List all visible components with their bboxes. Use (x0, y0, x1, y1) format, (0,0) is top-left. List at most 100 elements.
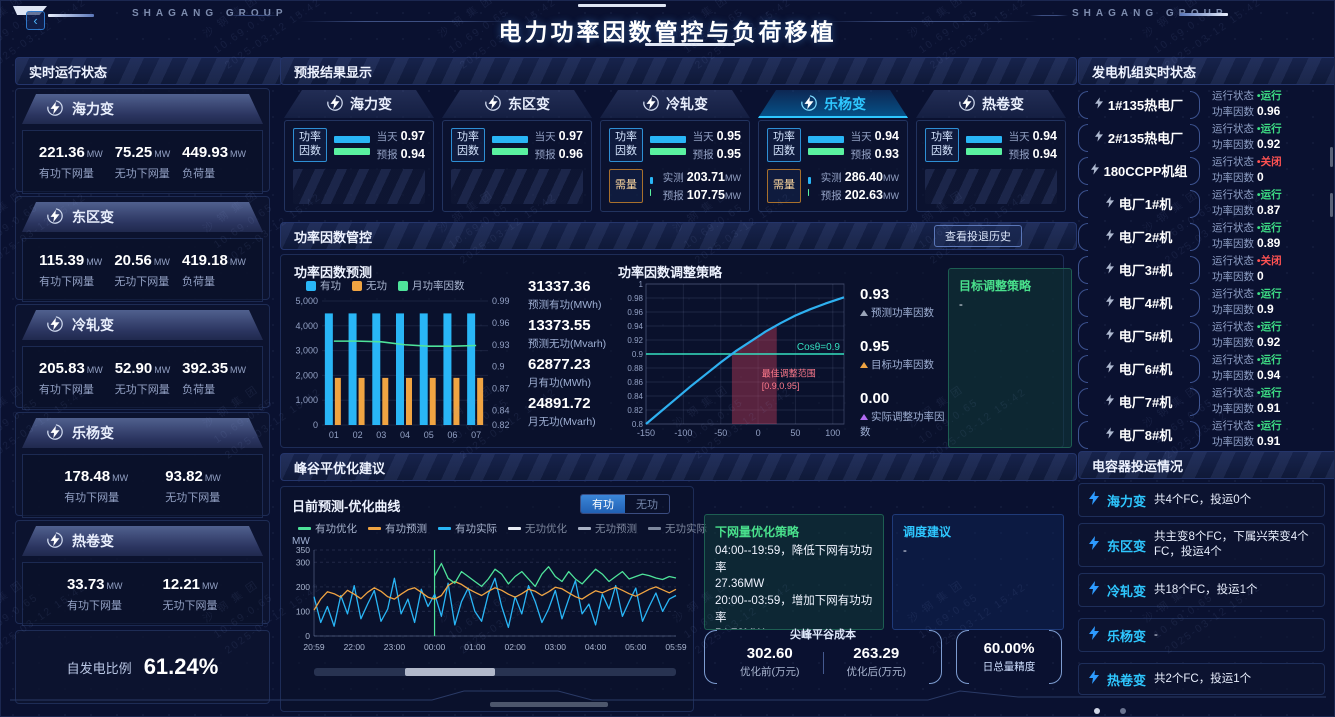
bracket-decoration (1049, 630, 1062, 684)
placeholder-hatch (451, 169, 583, 204)
station-card-header[interactable]: 海力变 (22, 94, 263, 124)
station-stats: 221.36 MW 有功下网量 75.25 MW 无功下网量 449.93 MW 负荷量 (22, 130, 263, 194)
transformer-station-icon (326, 94, 344, 115)
generator-row: 电厂5#机 运行状态 •运行 功率因数 0.92 (1078, 321, 1325, 350)
capacitor-info: 共主变8个FC，下属兴荣变4个FC，投运4个 (1154, 531, 1309, 558)
generator-status: 运行状态 •运行 (1212, 221, 1282, 234)
pf-row: 功率 因数 当天 0.94 预报 0.93 (767, 128, 899, 162)
pf-row: 功率 因数 当天 0.95 预报 0.95 (609, 128, 741, 162)
view-history-button[interactable]: 查看投退历史 (934, 225, 1022, 247)
legend-item[interactable]: 无功优化 (508, 521, 567, 536)
accuracy-value: 60.00% (983, 640, 1035, 657)
station-stat: 93.82 MW 无功下网量 (165, 467, 221, 504)
legend-item[interactable]: 月功率因数 (398, 278, 465, 293)
legend-dash (298, 527, 311, 530)
generator-pf: 功率因数 0 (1212, 170, 1264, 185)
title-top-bar (578, 4, 666, 7)
svg-text:04: 04 (400, 430, 410, 440)
header-line-decoration (822, 21, 1037, 22)
station-card-header[interactable]: 热卷变 (22, 526, 263, 556)
toggle-active-power[interactable]: 有功 (581, 495, 625, 513)
pf-today: 当天 0.97 (376, 128, 425, 143)
accuracy-label: 日总量精度 (982, 661, 1036, 673)
capacitor-card: 东区变 共主变8个FC，下属兴荣变4个FC，投运4个 (1078, 523, 1325, 567)
back-button[interactable]: ‹ (26, 11, 45, 30)
brand-left: SHAGANG GROUP (132, 8, 288, 19)
legend-dash (578, 527, 591, 530)
legend-item[interactable]: 无功预测 (578, 521, 637, 536)
legend-dash (508, 527, 521, 530)
active-reactive-toggle: 有功 无功 (580, 494, 670, 514)
forecast-card-body: 功率 因数 当天 0.94 预报 0.93 需量 实测 286.40MW 预报 202.63MW (758, 120, 908, 212)
forecast-tab-2[interactable]: 东区变 (442, 90, 592, 118)
forecast-tab-label: 东区变 (508, 96, 550, 112)
svg-text:01:00: 01:00 (464, 642, 486, 652)
panel-title-generators: 发电机组实时状态 (1078, 57, 1335, 85)
pf-stat: 13373.55 预测无功(Mvarh) (528, 317, 607, 350)
target-strategy-panel: 目标调整策略 - (948, 268, 1072, 448)
svg-text:07: 07 (471, 430, 481, 440)
station-stat: 419.18 MW 负荷量 (181, 251, 246, 288)
generator-status: 运行状态 •运行 (1212, 419, 1282, 432)
bolt-icon (1094, 97, 1103, 112)
today-bar (492, 135, 528, 143)
vertical-scrollbar-thumb[interactable] (1330, 193, 1333, 217)
demand-row: 需量 实测 286.40MW 预报 202.63MW (767, 169, 899, 203)
legend-item[interactable]: 有功实际 (438, 521, 497, 536)
pf-forecast: 预报 0.93 (850, 146, 899, 161)
svg-text:02: 02 (353, 430, 363, 440)
bracket-decoration (1190, 90, 1200, 119)
legend-item[interactable]: 无功 (352, 278, 387, 293)
svg-text:0.88: 0.88 (627, 364, 643, 373)
today-bar (808, 135, 844, 143)
svg-text:05:00: 05:00 (625, 642, 647, 652)
svg-text:-150: -150 (637, 428, 655, 438)
svg-text:01: 01 (329, 430, 339, 440)
station-card-header[interactable]: 东区变 (22, 202, 263, 232)
svg-text:100: 100 (296, 606, 310, 616)
datazoom-slider-track[interactable] (314, 668, 676, 676)
carousel-dot[interactable] (1120, 708, 1126, 714)
generator-status: 运行状态 •关闭 (1212, 155, 1282, 168)
horizontal-scrollbar-thumb[interactable] (490, 702, 608, 707)
legend-item[interactable]: 有功预测 (368, 521, 427, 536)
forecast-tab-1[interactable]: 海力变 (284, 90, 434, 118)
legend-dash (648, 527, 661, 530)
placeholder-hatch (925, 169, 1057, 204)
legend-item[interactable]: 有功优化 (298, 521, 357, 536)
forecast-bar (808, 188, 809, 196)
transformer-station-icon (46, 423, 64, 444)
station-card-header[interactable]: 乐杨变 (22, 418, 263, 448)
station-card-header[interactable]: 冷轧变 (22, 310, 263, 340)
forecast-tab-5[interactable]: 热卷变 (916, 90, 1066, 118)
svg-text:0.94: 0.94 (627, 322, 643, 331)
legend-item[interactable]: 有功 (306, 278, 341, 293)
bracket-decoration (1190, 156, 1200, 185)
svg-text:0.98: 0.98 (627, 294, 643, 303)
demand-measured: 实测 286.40MW (820, 169, 899, 184)
bracket-decoration (1190, 321, 1200, 350)
legend-swatch (352, 280, 362, 291)
toggle-reactive-power[interactable]: 无功 (636, 499, 658, 511)
vertical-scrollbar-thumb[interactable] (1330, 147, 1333, 167)
svg-text:0.82: 0.82 (627, 406, 643, 415)
bolt-icon (1089, 490, 1099, 510)
forecast-tab-3[interactable]: 冷轧变 (600, 90, 750, 118)
generator-list: 1#135热电厂 运行状态 •运行 功率因数 0.96 2#135热电厂 运行状态… (1078, 90, 1325, 453)
carousel-dot[interactable] (1094, 708, 1100, 714)
panel-title-realtime-status: 实时运行状态 (15, 57, 283, 85)
forecast-tab-4[interactable]: 乐杨变 (758, 90, 908, 118)
bolt-icon (1105, 328, 1114, 343)
capacitor-info: - (1154, 628, 1158, 641)
svg-text:2,000: 2,000 (295, 370, 318, 380)
bolt-icon (1105, 361, 1114, 376)
pf-today: 当天 0.94 (1008, 128, 1057, 143)
pf-stat: 24891.72 月无功(Mvarh) (528, 395, 596, 428)
legend-item[interactable]: 无功实际 (648, 521, 707, 536)
station-name: 冷轧变 (72, 317, 114, 333)
day-ahead-legend: 有功优化 有功预测 有功实际 无功优化 无功预测 无功实际 (298, 521, 707, 536)
pf-forecast: 预报 0.94 (376, 146, 425, 161)
demand-measured: 实测 203.71MW (662, 169, 741, 184)
datazoom-slider-window[interactable] (404, 668, 495, 676)
